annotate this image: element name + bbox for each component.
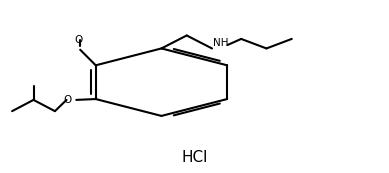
Text: HCl: HCl — [181, 150, 208, 165]
Text: O: O — [74, 35, 82, 45]
Text: NH: NH — [213, 38, 228, 48]
Text: O: O — [63, 95, 72, 105]
